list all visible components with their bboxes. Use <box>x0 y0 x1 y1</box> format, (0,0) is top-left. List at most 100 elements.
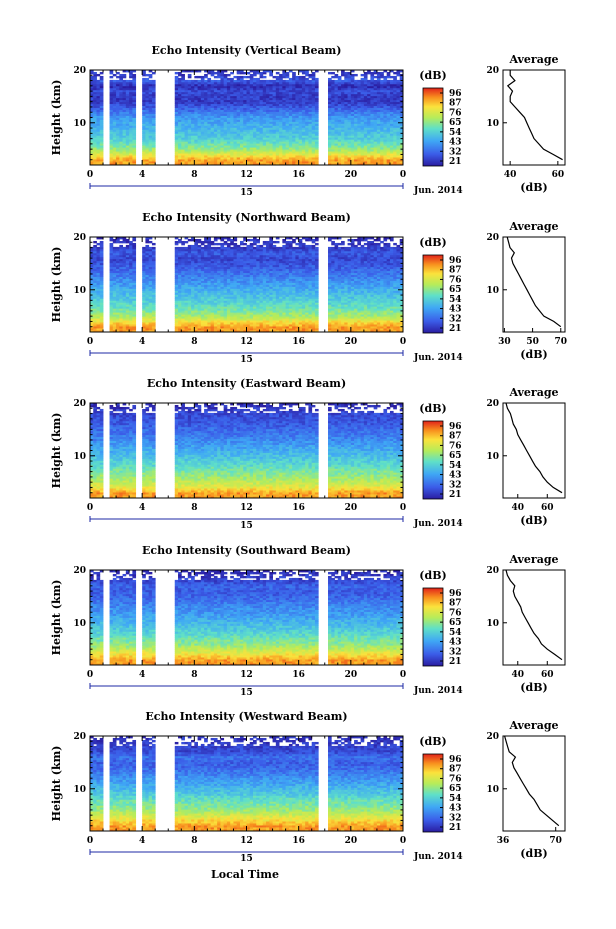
heatmap-cell <box>275 139 280 142</box>
heatmap-cell <box>119 143 123 146</box>
heatmap-cell <box>148 73 153 77</box>
heatmap-cell <box>217 135 221 138</box>
heatmap-cell <box>233 109 238 112</box>
heatmap-cell <box>393 71 397 75</box>
heatmap-cell <box>275 141 280 144</box>
heatmap-cell <box>90 85 94 89</box>
heatmap-cell <box>337 135 342 138</box>
heatmap-cell <box>226 151 231 154</box>
heatmap-cell <box>249 83 254 87</box>
heatmap-cell <box>90 135 94 138</box>
heatmap-cell <box>314 129 319 132</box>
heatmap-cell <box>337 89 342 93</box>
heatmap-cell <box>112 123 117 126</box>
heatmap-cell <box>282 85 287 89</box>
heatmap-cell <box>151 99 156 103</box>
heatmap-cell <box>266 149 270 152</box>
heatmap-cell <box>275 163 280 166</box>
heatmap-cell <box>116 71 120 75</box>
heatmap-cell <box>90 131 94 134</box>
heatmap-cell <box>308 83 313 87</box>
heatmap-cell <box>226 99 231 103</box>
heatmap-cell <box>210 107 215 110</box>
heatmap-cell <box>311 163 316 166</box>
heatmap-cell <box>223 157 228 160</box>
heatmap-cell <box>200 139 205 142</box>
heatmap-cell <box>233 133 238 136</box>
heatmap-cell <box>256 131 260 134</box>
heatmap-cell <box>194 153 198 156</box>
heatmap-cell <box>200 121 205 124</box>
heatmap-cell <box>328 147 332 150</box>
heatmap-cell <box>243 99 247 103</box>
heatmap-cell <box>116 93 120 97</box>
heatmap-cell <box>145 89 150 93</box>
heatmap-cell <box>259 115 264 118</box>
heatmap-cell <box>308 103 313 107</box>
heatmap-cell <box>116 147 120 150</box>
heatmap-cell <box>112 145 117 148</box>
heatmap-cell <box>230 147 234 150</box>
heatmap-cell <box>181 151 185 154</box>
heatmap-cell <box>204 70 208 73</box>
heatmap-cell <box>226 121 231 124</box>
heatmap-cell <box>246 109 251 112</box>
heatmap-cell <box>217 123 221 126</box>
heatmap-cell <box>213 131 218 134</box>
heatmap-cell <box>217 149 221 152</box>
heatmap-cell <box>109 79 114 83</box>
heatmap-cell <box>249 135 254 138</box>
heatmap-cell <box>194 70 198 73</box>
heatmap-cell <box>197 85 202 89</box>
heatmap-cell <box>308 133 313 136</box>
heatmap-cell <box>109 117 114 120</box>
heatmap-cell <box>109 103 114 107</box>
heatmap-cell <box>249 123 254 126</box>
heatmap-cell <box>116 109 120 112</box>
heatmap-cell <box>213 147 218 150</box>
heatmap-cell <box>239 101 244 105</box>
heatmap-cell <box>93 163 97 166</box>
heatmap-cell <box>96 115 101 118</box>
heatmap-cell <box>96 159 101 162</box>
heatmap-cell <box>191 91 195 95</box>
heatmap-cell <box>96 139 101 142</box>
heatmap-cell <box>90 125 94 128</box>
heatmap-cell <box>197 161 202 164</box>
heatmap-cell <box>116 115 120 118</box>
heatmap-cell <box>116 111 120 114</box>
heatmap-cell <box>288 105 293 109</box>
heatmap-cell <box>99 79 104 83</box>
heatmap-cell <box>288 117 293 120</box>
heatmap-cell <box>223 147 228 150</box>
heatmap-cell <box>132 70 137 73</box>
heatmap-cell <box>93 127 97 130</box>
heatmap-cell <box>266 97 270 101</box>
heatmap-cell <box>204 73 208 77</box>
heatmap-cell <box>217 129 221 132</box>
heatmap-cell <box>145 163 150 166</box>
heatmap-cell <box>207 127 212 130</box>
heatmap-cell <box>230 145 234 148</box>
heatmap-cell <box>93 107 97 110</box>
heatmap-cell <box>295 91 300 95</box>
heatmap-cell <box>178 151 182 154</box>
heatmap-cell <box>181 117 185 120</box>
heatmap-cell <box>246 71 251 75</box>
heatmap-cell <box>217 155 221 158</box>
heatmap-cell <box>184 147 189 150</box>
heatmap-cell <box>210 101 215 105</box>
heatmap-cell <box>295 145 300 148</box>
heatmap-cell <box>142 79 146 83</box>
heatmap-cell <box>249 155 254 158</box>
heatmap-cell <box>253 137 257 140</box>
heatmap-cell <box>246 81 251 85</box>
heatmap-cell <box>145 109 150 112</box>
heatmap-cell <box>109 153 114 156</box>
heatmap-cell <box>220 139 225 142</box>
heatmap-cell <box>285 135 290 138</box>
heatmap-cell <box>125 115 130 118</box>
heatmap-cell <box>220 79 225 83</box>
heatmap-cell <box>256 145 260 148</box>
heatmap-cell <box>334 147 339 150</box>
